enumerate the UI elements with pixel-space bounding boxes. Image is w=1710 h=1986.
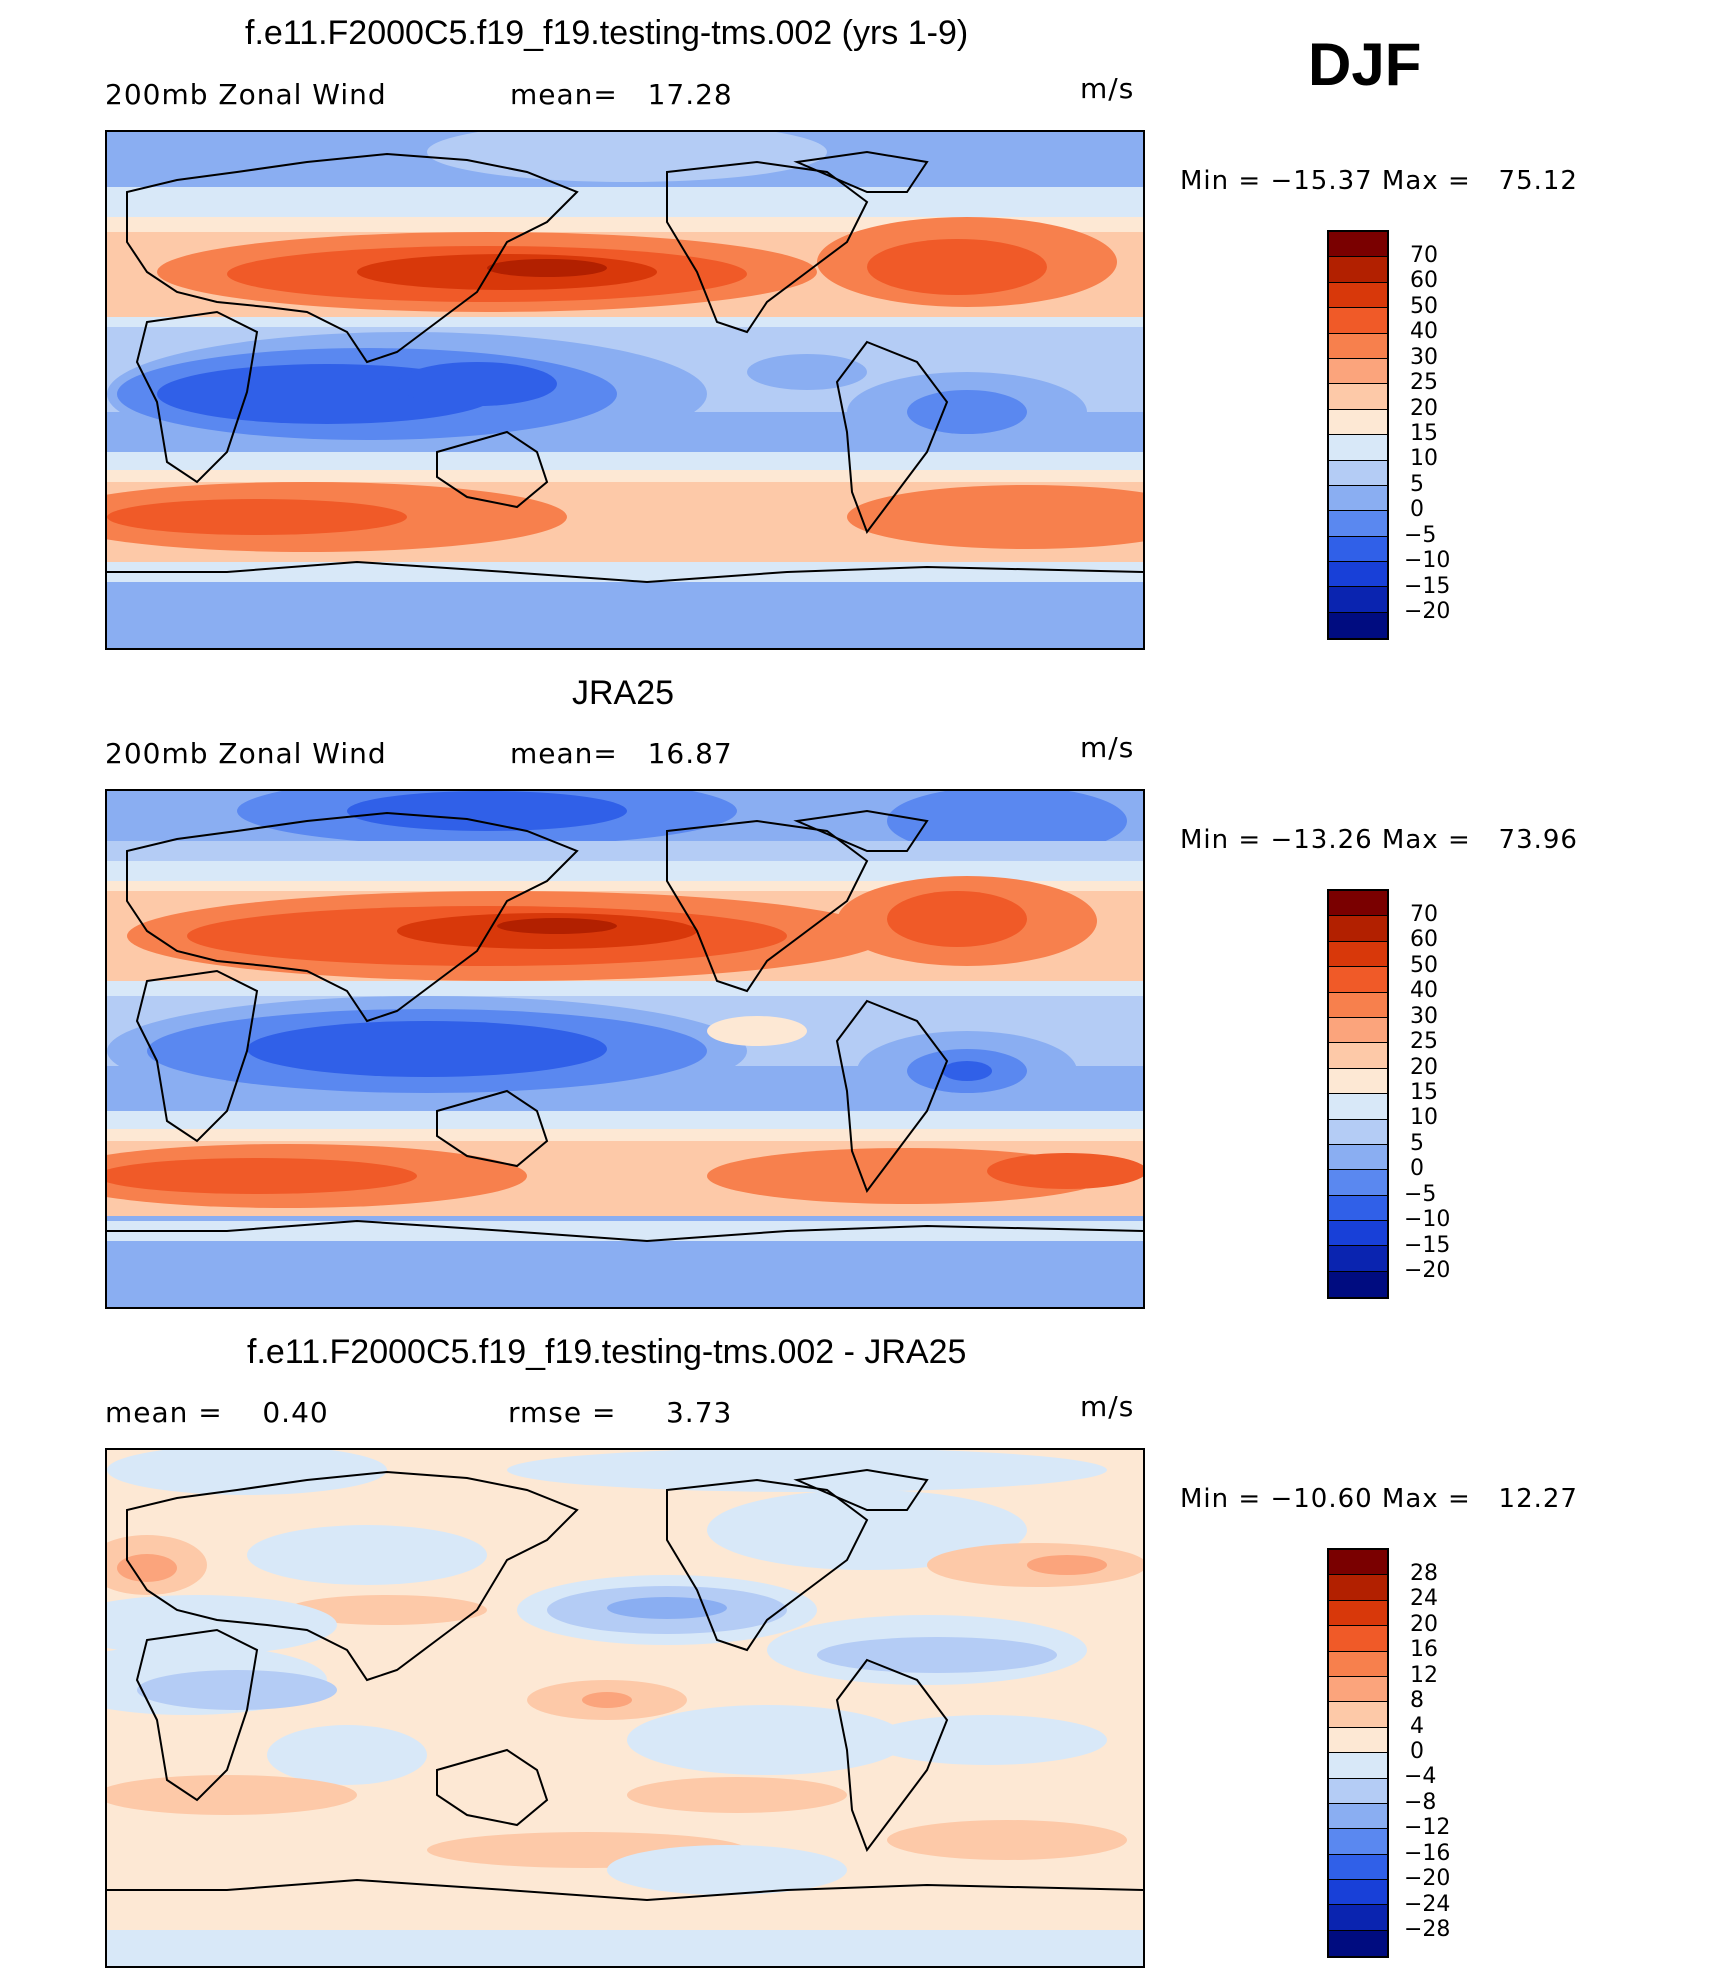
panel-2-units: m/s (1080, 731, 1135, 764)
colorbar-tick: 60 (1410, 927, 1438, 952)
colorbar-tick: 4 (1410, 1714, 1424, 1739)
panel-3-mean-label: mean = 0.40 (105, 1396, 329, 1429)
colorbar-tick: 25 (1410, 370, 1438, 395)
colorbar-tick: 24 (1410, 1586, 1438, 1611)
colorbar-tick: 0 (1410, 1156, 1424, 1181)
panel-2-map (105, 789, 1145, 1309)
colorbar-tick: −15 (1404, 574, 1451, 599)
colorbar-tick: 5 (1410, 1131, 1424, 1156)
colorbar-tick: −20 (1404, 1258, 1451, 1283)
panel-1-mean-label: mean= 17.28 (510, 78, 733, 111)
colorbar-tick: 20 (1410, 1612, 1438, 1637)
colorbar-tick: 60 (1410, 268, 1438, 293)
panel-2-minmax: Min = −13.26 Max = 73.96 (1180, 825, 1578, 855)
colorbar-tick: 70 (1410, 902, 1438, 927)
panel-3-rmse-label: rmse = 3.73 (508, 1396, 733, 1429)
colorbar-tick: 20 (1410, 396, 1438, 421)
colorbar-tick: 30 (1410, 1004, 1438, 1029)
panel-2-contour-field (107, 791, 1143, 1307)
panel-1-contour-field (107, 132, 1143, 648)
panel-1-map (105, 130, 1145, 650)
colorbar-tick: 0 (1410, 1739, 1424, 1764)
season-label: DJF (1308, 31, 1422, 98)
panel-3-map (105, 1448, 1145, 1968)
colorbar-tick: 20 (1410, 1055, 1438, 1080)
panel-1-title: f.e11.F2000C5.f19_f19.testing-tms.002 (y… (245, 14, 969, 52)
panel-2-variable-label: 200mb Zonal Wind (105, 737, 387, 770)
colorbar-tick: 10 (1410, 1105, 1438, 1130)
colorbar-tick: 16 (1410, 1637, 1438, 1662)
colorbar-tick: −10 (1404, 548, 1451, 573)
panel-3-colorbar (1327, 1548, 1389, 1958)
panel-3-units: m/s (1080, 1390, 1135, 1423)
colorbar-tick: 15 (1410, 421, 1438, 446)
colorbar-tick: 5 (1410, 472, 1424, 497)
panel-1-units: m/s (1080, 72, 1135, 105)
panel-3-contour-field (107, 1450, 1143, 1966)
colorbar-tick: 8 (1410, 1688, 1424, 1713)
colorbar-tick: 30 (1410, 345, 1438, 370)
colorbar-tick: 50 (1410, 294, 1438, 319)
colorbar-tick: −5 (1404, 1182, 1437, 1207)
colorbar-tick: 25 (1410, 1029, 1438, 1054)
colorbar-tick: −12 (1404, 1815, 1451, 1840)
colorbar-tick: 70 (1410, 243, 1438, 268)
colorbar-tick: −16 (1404, 1841, 1451, 1866)
colorbar-tick: 10 (1410, 446, 1438, 471)
panel-1-minmax: Min = −15.37 Max = 75.12 (1180, 166, 1578, 196)
colorbar-tick: −24 (1404, 1892, 1451, 1917)
panel-3-minmax: Min = −10.60 Max = 12.27 (1180, 1484, 1578, 1514)
panel-3-title: f.e11.F2000C5.f19_f19.testing-tms.002 - … (247, 1333, 967, 1371)
panel-2-colorbar (1327, 889, 1389, 1299)
colorbar-tick: 50 (1410, 953, 1438, 978)
colorbar-tick: −4 (1404, 1764, 1437, 1789)
colorbar-tick: 12 (1410, 1663, 1438, 1688)
colorbar-tick: −20 (1404, 599, 1451, 624)
colorbar-tick: 0 (1410, 497, 1424, 522)
colorbar-tick: 15 (1410, 1080, 1438, 1105)
colorbar-tick: −8 (1404, 1790, 1437, 1815)
colorbar-tick: −5 (1404, 523, 1437, 548)
colorbar-tick: −10 (1404, 1207, 1451, 1232)
panel-2-title: JRA25 (572, 674, 675, 712)
colorbar-tick: −15 (1404, 1233, 1451, 1258)
colorbar-tick: 28 (1410, 1561, 1438, 1586)
colorbar-tick: 40 (1410, 319, 1438, 344)
panel-2-mean-label: mean= 16.87 (510, 737, 733, 770)
panel-1-colorbar (1327, 230, 1389, 640)
colorbar-tick: −20 (1404, 1866, 1451, 1891)
colorbar-tick: −28 (1404, 1917, 1451, 1942)
colorbar-tick: 40 (1410, 978, 1438, 1003)
panel-1-variable-label: 200mb Zonal Wind (105, 78, 387, 111)
